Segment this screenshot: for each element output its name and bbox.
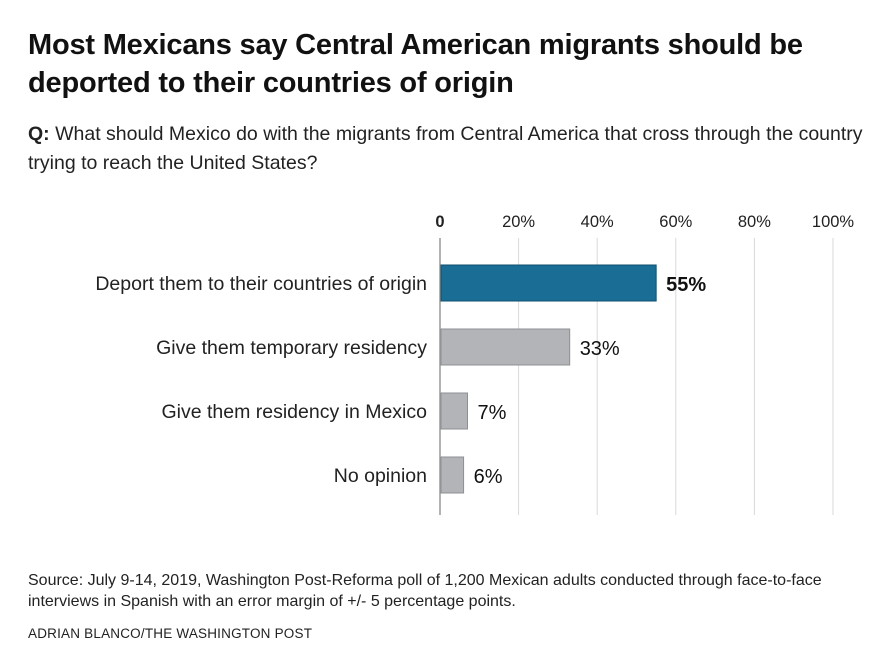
bar: [440, 392, 469, 430]
question-prefix: Q:: [28, 123, 50, 145]
question: Q: What should Mexico do with the migran…: [28, 120, 868, 178]
bar: [440, 328, 571, 366]
value-label: 55%: [666, 274, 706, 296]
tick-label: 0: [435, 213, 444, 231]
bar: [440, 264, 657, 302]
chart-title: Most Mexicans say Central American migra…: [28, 29, 803, 99]
category-label: Deport them to their countries of origin: [95, 273, 427, 295]
bar-chart: 0 20% 40% 60% 80% 100% Deport them to their c…: [95, 213, 854, 515]
value-label: 33%: [580, 338, 620, 360]
tick-label: 80%: [738, 213, 771, 231]
category-label: Give them temporary residency: [156, 337, 427, 359]
tick-label: 40%: [581, 213, 614, 231]
value-label: 6%: [474, 466, 503, 488]
category-label: Give them residency in Mexico: [161, 401, 427, 423]
bars: [440, 264, 657, 494]
question-text: What should Mexico do with the migrants …: [28, 123, 863, 174]
category-labels: Deport them to their countries of origin…: [95, 273, 427, 487]
tick-label: 20%: [502, 213, 535, 231]
value-label: 7%: [478, 402, 507, 424]
value-labels: 55% 33% 7% 6%: [474, 274, 707, 488]
category-label: No opinion: [334, 465, 427, 487]
credit-line: ADRIAN BLANCO/THE WASHINGTON POST: [28, 626, 313, 641]
tick-label: 100%: [812, 213, 855, 231]
source-note: Source: July 9-14, 2019, Washington Post…: [28, 572, 822, 610]
tick-label: 60%: [659, 213, 692, 231]
tick-labels: 0 20% 40% 60% 80% 100%: [435, 213, 854, 231]
bar: [440, 456, 465, 494]
